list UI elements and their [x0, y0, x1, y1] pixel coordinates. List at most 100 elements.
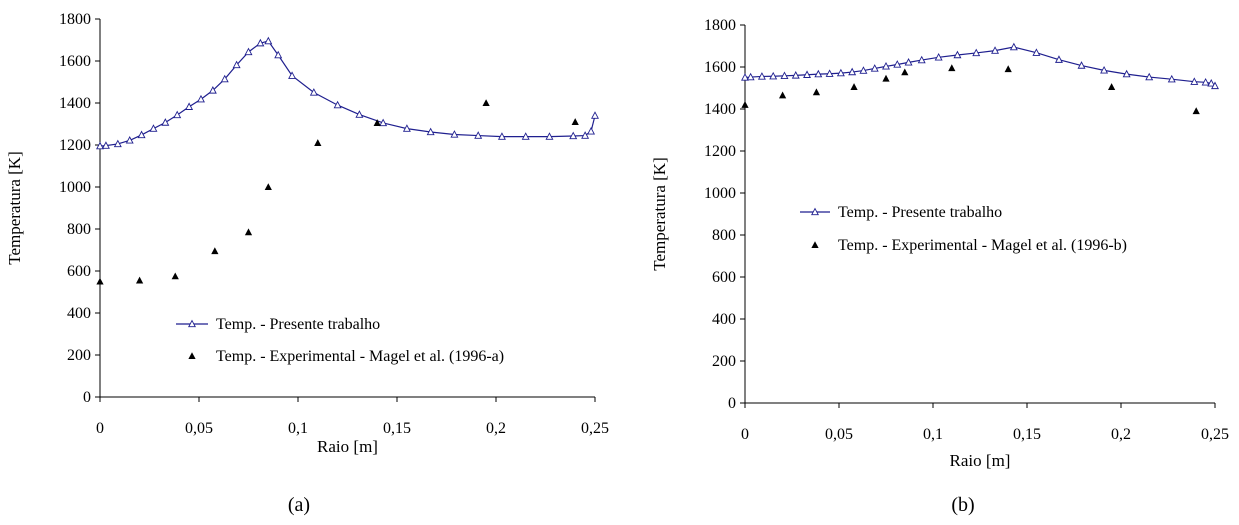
chart-b-model-point — [934, 52, 943, 61]
chart-b-y-tick-label: 1200 — [704, 143, 736, 160]
chart-a-x-axis-title: Raio [m] — [317, 437, 378, 456]
chart-b-experimental-point — [812, 88, 821, 96]
chart-b-model-point — [769, 71, 778, 80]
chart-b-experimental-point — [1192, 107, 1200, 115]
chart-a-model-point — [264, 36, 273, 45]
chart-a-model-point — [96, 141, 104, 150]
chart-a-model-point — [274, 50, 283, 59]
chart-a-model-point — [220, 74, 229, 83]
chart-a-model-point — [587, 126, 596, 135]
chart-a-model-point — [137, 130, 146, 139]
chart-a-y-axis-title: Temperatura [K] — [5, 151, 24, 265]
chart-a-y-tick-label: 600 — [67, 263, 91, 280]
chart-a-model-point — [288, 71, 297, 79]
chart-b-experimental-point — [948, 64, 956, 72]
chart-a-y-tick-label: 1600 — [59, 53, 91, 70]
chart-b-y-tick-label: 400 — [712, 311, 736, 328]
chart-b-x-tick-label: 0,25 — [1201, 426, 1229, 443]
chart-a-experimental-point — [264, 183, 272, 191]
chart-a-model-point — [173, 110, 182, 119]
chart-b-y-tick-label: 200 — [712, 353, 736, 370]
chart-b-experimental-point — [850, 83, 858, 90]
chart-b-model-point — [1167, 74, 1176, 83]
chart-b-model-point — [803, 70, 812, 78]
chart-a-model-point — [161, 118, 170, 126]
chart-b-model-point — [825, 69, 834, 77]
chart-b-x-tick-label: 0,1 — [923, 426, 943, 443]
chart-b-model-point — [1122, 69, 1131, 78]
chart-a-y-tick-label: 800 — [67, 221, 91, 238]
chart-b-y-tick-label: 0 — [728, 395, 736, 412]
chart-a-model-point — [521, 132, 530, 140]
chart-b-model-point — [1009, 42, 1018, 51]
chart-a-model-point — [426, 127, 435, 136]
chart-b-experimental-point — [778, 91, 787, 99]
chart-a-legend-label-experimental: Temp. - Experimental - Magel et al. (199… — [216, 348, 504, 365]
chart-a-model-point — [355, 110, 364, 118]
chart-b-model-point — [741, 73, 749, 81]
chart-b-model-point — [814, 69, 823, 78]
chart-b-model-point — [848, 67, 857, 76]
chart-a-y-tick-label: 400 — [67, 305, 91, 322]
chart-a-experimental-point — [171, 272, 179, 280]
chart-a: 0 200 400 600 800 1000 1200 1400 1600 1800 0 0,05 0,… — [5, 11, 609, 516]
chart-b-y-tick-label: 1400 — [704, 101, 736, 118]
chart-a-model-point — [101, 141, 110, 149]
chart-a-model-point — [450, 130, 459, 138]
chart-a-model-point — [591, 111, 599, 119]
chart-a-model-point — [333, 100, 342, 109]
chart-a-legend-open-triangle-swatch — [188, 319, 196, 328]
chart-a-x-tick-label: 0 — [96, 420, 104, 437]
chart-b-legend-open-triangle-swatch — [811, 207, 819, 216]
chart-a-model-point — [208, 86, 217, 94]
chart-a-y-tick-label: 200 — [67, 347, 91, 364]
chart-b-model-point — [882, 62, 890, 70]
chart-a-y-tick-label: 0 — [83, 389, 91, 406]
chart-b-model-point — [1054, 55, 1063, 63]
chart-b-model-point — [1190, 77, 1199, 85]
chart-b-experimental-point — [882, 74, 890, 82]
chart-b-model-point — [746, 72, 755, 81]
chart-b-model-point — [836, 68, 845, 77]
chart-b-y-tick-label: 1800 — [704, 17, 736, 34]
chart-a-model-point — [244, 47, 253, 56]
chart-b-model-point — [1100, 65, 1109, 74]
chart-b-model-point — [780, 71, 789, 79]
chart-b-x-tick-label: 0,15 — [1013, 426, 1041, 443]
chart-a-model-point — [402, 124, 411, 132]
chart-a-experimental-point — [373, 119, 381, 126]
chart-a-y-tick-label: 1000 — [59, 179, 91, 196]
chart-b-y-tick-label: 1000 — [704, 185, 736, 202]
chart-a-model-point — [309, 88, 318, 96]
chart-a-experimental-point — [96, 277, 104, 285]
chart-a-model-point — [581, 131, 590, 139]
chart-b-model-point — [904, 58, 913, 66]
chart-b-series-line-model — [744, 46, 1216, 87]
chart-a-model-point — [232, 60, 241, 69]
chart-a-experimental-point — [244, 228, 253, 236]
chart-a-model-point — [185, 102, 194, 110]
chart-b-model-point — [953, 50, 962, 59]
chart-a-caption: (a) — [288, 494, 310, 516]
chart-b-model-point — [1207, 79, 1216, 87]
chart-b-experimental-point — [741, 101, 749, 108]
chart-a-experimental-point — [571, 118, 579, 125]
chart-b-legend-label-model: Temp. - Presente trabalho — [838, 204, 1002, 221]
chart-a-model-point — [149, 124, 158, 132]
chart-a-legend-label-model: Temp. - Presente trabalho — [216, 316, 380, 333]
chart-b-x-tick-label: 0 — [741, 426, 749, 443]
chart-a-model-point — [569, 131, 578, 140]
chart-b-legend-filled-triangle-swatch — [811, 241, 819, 249]
chart-b: 0 200 400 600 800 1000 1200 1400 1600 1800 0 0,05 0,… — [650, 17, 1229, 516]
chart-b-model-point — [893, 60, 902, 68]
chart-a-model-point — [545, 132, 554, 140]
chart-a-x-tick-label: 0,2 — [486, 420, 506, 437]
chart-a-x-tick-label: 0,1 — [288, 420, 308, 437]
chart-b-model-point — [870, 64, 879, 72]
chart-b-model-point — [991, 46, 1000, 54]
chart-b-model-point — [1211, 81, 1219, 90]
chart-b-model-point — [972, 48, 981, 57]
chart-b-caption: (b) — [951, 494, 974, 516]
chart-a-experimental-point — [314, 139, 322, 146]
chart-a-model-point — [379, 118, 388, 127]
